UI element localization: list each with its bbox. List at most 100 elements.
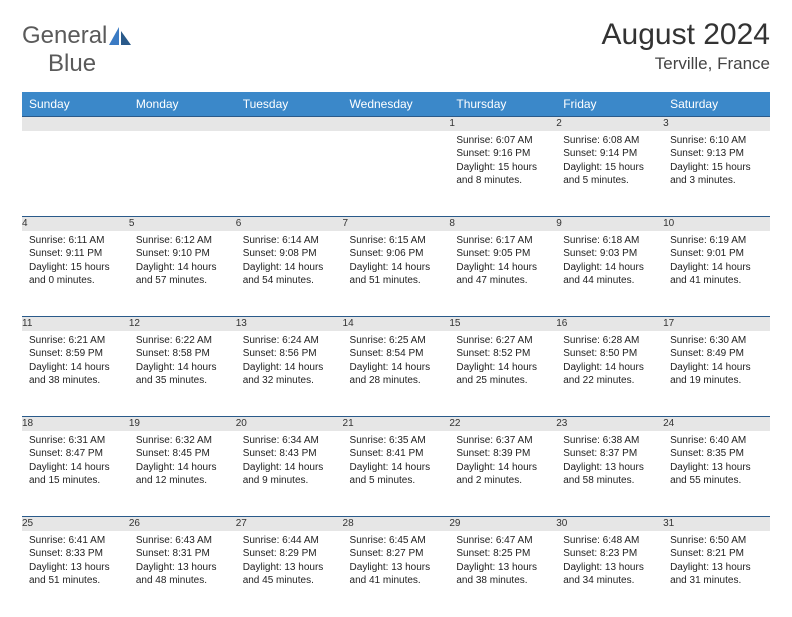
sunset-line: Sunset: 8:39 PM bbox=[456, 447, 549, 461]
day-header: Thursday bbox=[449, 92, 556, 117]
day-number-cell: 20 bbox=[236, 417, 343, 431]
daylight-line: Daylight: 13 hours and 45 minutes. bbox=[243, 561, 336, 588]
day-details: Sunrise: 6:50 AMSunset: 8:21 PMDaylight:… bbox=[663, 531, 770, 594]
sunrise-line: Sunrise: 6:15 AM bbox=[350, 234, 443, 248]
day-details: Sunrise: 6:44 AMSunset: 8:29 PMDaylight:… bbox=[236, 531, 343, 594]
day-details: Sunrise: 6:31 AMSunset: 8:47 PMDaylight:… bbox=[22, 431, 129, 494]
day-cell: Sunrise: 6:21 AMSunset: 8:59 PMDaylight:… bbox=[22, 331, 129, 417]
sunset-line: Sunset: 9:08 PM bbox=[243, 247, 336, 261]
day-details: Sunrise: 6:38 AMSunset: 8:37 PMDaylight:… bbox=[556, 431, 663, 494]
sunset-line: Sunset: 8:23 PM bbox=[563, 547, 656, 561]
day-number-row: 25262728293031 bbox=[22, 517, 770, 531]
day-cell: Sunrise: 6:30 AMSunset: 8:49 PMDaylight:… bbox=[663, 331, 770, 417]
sunrise-line: Sunrise: 6:40 AM bbox=[670, 434, 763, 448]
sunset-line: Sunset: 8:45 PM bbox=[136, 447, 229, 461]
day-cell bbox=[343, 131, 450, 217]
sunrise-line: Sunrise: 6:22 AM bbox=[136, 334, 229, 348]
brand-text-1: General bbox=[22, 22, 107, 50]
day-cell: Sunrise: 6:22 AMSunset: 8:58 PMDaylight:… bbox=[129, 331, 236, 417]
sunset-line: Sunset: 8:52 PM bbox=[456, 347, 549, 361]
sunrise-line: Sunrise: 6:31 AM bbox=[29, 434, 122, 448]
sunrise-line: Sunrise: 6:38 AM bbox=[563, 434, 656, 448]
calendar-body: 123Sunrise: 6:07 AMSunset: 9:16 PMDaylig… bbox=[22, 117, 770, 617]
day-details: Sunrise: 6:30 AMSunset: 8:49 PMDaylight:… bbox=[663, 331, 770, 394]
day-cell: Sunrise: 6:41 AMSunset: 8:33 PMDaylight:… bbox=[22, 531, 129, 617]
day-content-row: Sunrise: 6:07 AMSunset: 9:16 PM Daylight:… bbox=[22, 131, 770, 217]
sunrise-line: Sunrise: 6:18 AM bbox=[563, 234, 656, 248]
day-number-cell: 12 bbox=[129, 317, 236, 331]
day-cell: Sunrise: 6:43 AMSunset: 8:31 PMDaylight:… bbox=[129, 531, 236, 617]
sunrise-line: Sunrise: 6:43 AM bbox=[136, 534, 229, 548]
day-details: Sunrise: 6:22 AMSunset: 8:58 PMDaylight:… bbox=[129, 331, 236, 394]
sunrise-line: Sunrise: 6:19 AM bbox=[670, 234, 763, 248]
day-number-cell: 4 bbox=[22, 217, 129, 231]
sunrise-line: Sunrise: 6:07 AM bbox=[456, 134, 549, 148]
daylight-line: Daylight: 14 hours and 2 minutes. bbox=[456, 461, 549, 488]
location-text: Terville, France bbox=[602, 54, 770, 74]
day-cell: Sunrise: 6:08 AMSunset: 9:14 PMDaylight:… bbox=[556, 131, 663, 217]
sunrise-line: Sunrise: 6:34 AM bbox=[243, 434, 336, 448]
day-number-cell: 2 bbox=[556, 117, 663, 131]
day-details: Sunrise: 6:08 AMSunset: 9:14 PMDaylight:… bbox=[556, 131, 663, 194]
sunset-line: Sunset: 8:33 PM bbox=[29, 547, 122, 561]
sunrise-line: Sunrise: 6:32 AM bbox=[136, 434, 229, 448]
day-number-cell: 8 bbox=[449, 217, 556, 231]
day-cell: Sunrise: 6:24 AMSunset: 8:56 PMDaylight:… bbox=[236, 331, 343, 417]
day-number-cell: 18 bbox=[22, 417, 129, 431]
day-cell: Sunrise: 6:45 AMSunset: 8:27 PMDaylight:… bbox=[343, 531, 450, 617]
sunrise-line: Sunrise: 6:47 AM bbox=[456, 534, 549, 548]
daylight-line: Daylight: 13 hours and 34 minutes. bbox=[563, 561, 656, 588]
day-number-cell: 1 bbox=[449, 117, 556, 131]
sunrise-line: Sunrise: 6:30 AM bbox=[670, 334, 763, 348]
daylight-line: Daylight: 14 hours and 5 minutes. bbox=[350, 461, 443, 488]
day-number-cell: 6 bbox=[236, 217, 343, 231]
day-cell bbox=[22, 131, 129, 217]
day-number-cell: 14 bbox=[343, 317, 450, 331]
day-number-cell bbox=[236, 117, 343, 131]
sunset-line: Sunset: 8:29 PM bbox=[243, 547, 336, 561]
daylight-line: Daylight: 14 hours and 47 minutes. bbox=[456, 261, 549, 288]
sunrise-line: Sunrise: 6:35 AM bbox=[350, 434, 443, 448]
sunset-line: Sunset: 8:31 PM bbox=[136, 547, 229, 561]
daylight-line: Daylight: 13 hours and 41 minutes. bbox=[350, 561, 443, 588]
sunset-line: Sunset: 9:16 PM bbox=[456, 147, 549, 161]
sunset-line: Sunset: 8:59 PM bbox=[29, 347, 122, 361]
day-number-cell: 30 bbox=[556, 517, 663, 531]
daylight-line: Daylight: 13 hours and 58 minutes. bbox=[563, 461, 656, 488]
daylight-line: Daylight: 14 hours and 19 minutes. bbox=[670, 361, 763, 388]
day-details: Sunrise: 6:17 AMSunset: 9:05 PMDaylight:… bbox=[449, 231, 556, 294]
day-number-cell: 9 bbox=[556, 217, 663, 231]
day-cell: Sunrise: 6:34 AMSunset: 8:43 PMDaylight:… bbox=[236, 431, 343, 517]
day-details: Sunrise: 6:21 AMSunset: 8:59 PMDaylight:… bbox=[22, 331, 129, 394]
day-details: Sunrise: 6:25 AMSunset: 8:54 PMDaylight:… bbox=[343, 331, 450, 394]
sunset-line: Sunset: 8:21 PM bbox=[670, 547, 763, 561]
sunset-line: Sunset: 8:41 PM bbox=[350, 447, 443, 461]
day-cell: Sunrise: 6:17 AMSunset: 9:05 PMDaylight:… bbox=[449, 231, 556, 317]
day-details: Sunrise: 6:07 AMSunset: 9:16 PMDaylight:… bbox=[449, 131, 556, 194]
sunset-line: Sunset: 8:47 PM bbox=[29, 447, 122, 461]
day-cell: Sunrise: 6:32 AMSunset: 8:45 PMDaylight:… bbox=[129, 431, 236, 517]
day-details: Sunrise: 6:14 AMSunset: 9:08 PMDaylight:… bbox=[236, 231, 343, 294]
sunset-line: Sunset: 9:13 PM bbox=[670, 147, 763, 161]
daylight-line: Daylight: 15 hours and 0 minutes. bbox=[29, 261, 122, 288]
day-details: Sunrise: 6:45 AMSunset: 8:27 PMDaylight:… bbox=[343, 531, 450, 594]
day-details: Sunrise: 6:28 AMSunset: 8:50 PMDaylight:… bbox=[556, 331, 663, 394]
day-cell: Sunrise: 6:18 AMSunset: 9:03 PMDaylight:… bbox=[556, 231, 663, 317]
day-number-row: 45678910 bbox=[22, 217, 770, 231]
sunset-line: Sunset: 9:03 PM bbox=[563, 247, 656, 261]
daylight-line: Daylight: 15 hours and 3 minutes. bbox=[670, 161, 763, 188]
title-block: August 2024 Terville, France bbox=[602, 18, 770, 74]
day-number-row: 18192021222324 bbox=[22, 417, 770, 431]
sunrise-line: Sunrise: 6:12 AM bbox=[136, 234, 229, 248]
day-number-cell bbox=[129, 117, 236, 131]
day-content-row: Sunrise: 6:11 AMSunset: 9:11 PMDaylight:… bbox=[22, 231, 770, 317]
daylight-line: Daylight: 14 hours and 44 minutes. bbox=[563, 261, 656, 288]
sail-icon bbox=[109, 27, 131, 45]
sunset-line: Sunset: 8:43 PM bbox=[243, 447, 336, 461]
day-number-cell: 28 bbox=[343, 517, 450, 531]
day-cell: Sunrise: 6:40 AMSunset: 8:35 PMDaylight:… bbox=[663, 431, 770, 517]
day-content-row: Sunrise: 6:21 AMSunset: 8:59 PM Daylight:… bbox=[22, 331, 770, 417]
day-number-cell: 11 bbox=[22, 317, 129, 331]
sunrise-line: Sunrise: 6:21 AM bbox=[29, 334, 122, 348]
day-number-cell: 24 bbox=[663, 417, 770, 431]
